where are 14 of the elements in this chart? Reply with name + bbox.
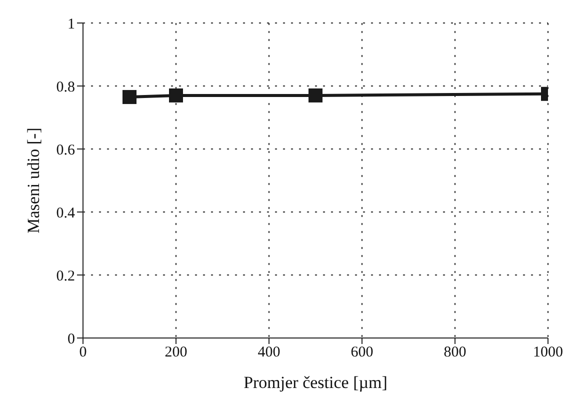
y-tick-label: 0.4 bbox=[56, 205, 76, 222]
y-tick-label: 0.6 bbox=[56, 142, 76, 158]
x-tick-label: 800 bbox=[444, 344, 466, 361]
x-tick-label: 1000 bbox=[533, 344, 563, 361]
x-tick-label: 600 bbox=[350, 344, 374, 361]
y-tick-label: 1 bbox=[68, 16, 75, 32]
y-tick-label: 0 bbox=[68, 331, 75, 348]
y-tick-label: 0.2 bbox=[56, 268, 75, 284]
x-tick-label: 400 bbox=[258, 344, 280, 361]
y-axis-title: Maseni udio [-] bbox=[24, 128, 44, 234]
x-tick-label: 200 bbox=[164, 344, 188, 361]
x-axis-title: Promjer čestice [µm] bbox=[244, 373, 388, 392]
x-tick-label: 0 bbox=[79, 344, 87, 361]
y-tick-label: 0.8 bbox=[56, 79, 75, 96]
